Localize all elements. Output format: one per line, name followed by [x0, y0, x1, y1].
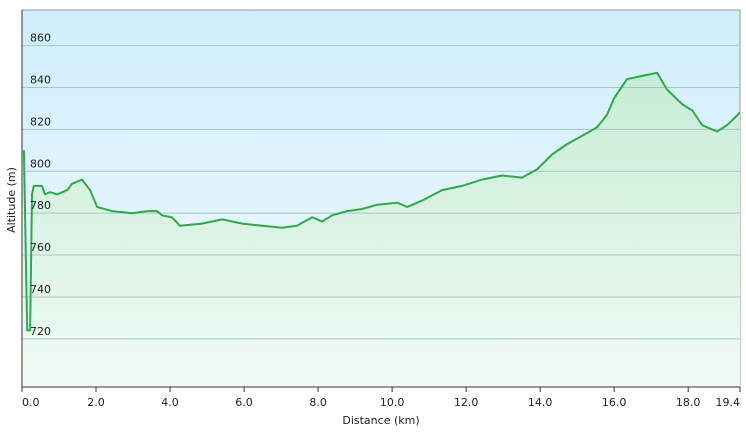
y-tick-label: 860 — [30, 32, 51, 45]
y-tick-label: 780 — [30, 199, 51, 212]
x-tick-label: 12.0 — [454, 396, 479, 409]
y-tick-label: 800 — [30, 157, 51, 170]
area-fill — [23, 72, 740, 388]
x-tick-label: 18.0 — [676, 396, 701, 409]
y-tick-label: 740 — [30, 283, 51, 296]
x-tick-label: 8.0 — [309, 396, 327, 409]
x-tick-label: 14.0 — [528, 396, 553, 409]
y-axis-label: Altitude (m) — [5, 167, 18, 233]
y-tick-label: 840 — [30, 73, 51, 86]
x-tick-label: 2.0 — [87, 396, 105, 409]
x-axis-label: Distance (km) — [342, 414, 419, 427]
y-tick-label: 720 — [30, 325, 51, 338]
y-tick-label: 820 — [30, 115, 51, 128]
x-tick-label: 10.0 — [380, 396, 405, 409]
x-tick-label: 16.0 — [602, 396, 627, 409]
x-tick-label: 0.0 — [22, 396, 40, 409]
elevation-line — [22, 71, 741, 332]
y-tick-label: 760 — [30, 241, 51, 254]
x-tick-label: 6.0 — [235, 396, 253, 409]
x-tick-label: 19.4 — [716, 396, 741, 409]
x-tick-label: 4.0 — [161, 396, 179, 409]
